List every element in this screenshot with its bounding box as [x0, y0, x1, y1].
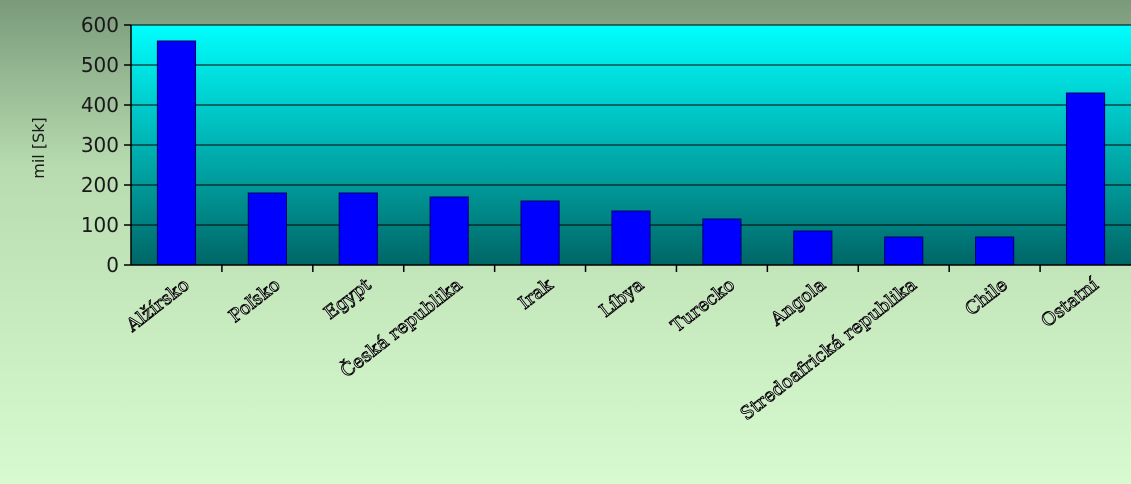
- y-axis-title: mil [Sk]: [29, 117, 48, 178]
- bar: [611, 210, 651, 266]
- bar: [520, 200, 560, 266]
- y-tick-label: 400: [81, 93, 119, 117]
- axes: [124, 24, 1131, 272]
- bar: [429, 196, 469, 266]
- bar: [975, 236, 1015, 266]
- y-tick-label: 600: [81, 13, 119, 37]
- bars: [156, 40, 1106, 266]
- bar: [884, 236, 924, 266]
- bar: [702, 218, 742, 266]
- bar: [247, 192, 287, 266]
- y-tick-label: 300: [81, 133, 119, 157]
- y-tick-label: 100: [81, 213, 119, 237]
- y-tick-label: 200: [81, 173, 119, 197]
- bar: [156, 40, 197, 266]
- bar: [1065, 92, 1106, 266]
- bar: [793, 230, 833, 266]
- y-tick-label: 0: [106, 253, 119, 277]
- y-tick-label: 500: [81, 53, 119, 77]
- y-tick-labels: 0 100 200 300 400 500 600: [81, 13, 119, 277]
- bar: [338, 192, 378, 266]
